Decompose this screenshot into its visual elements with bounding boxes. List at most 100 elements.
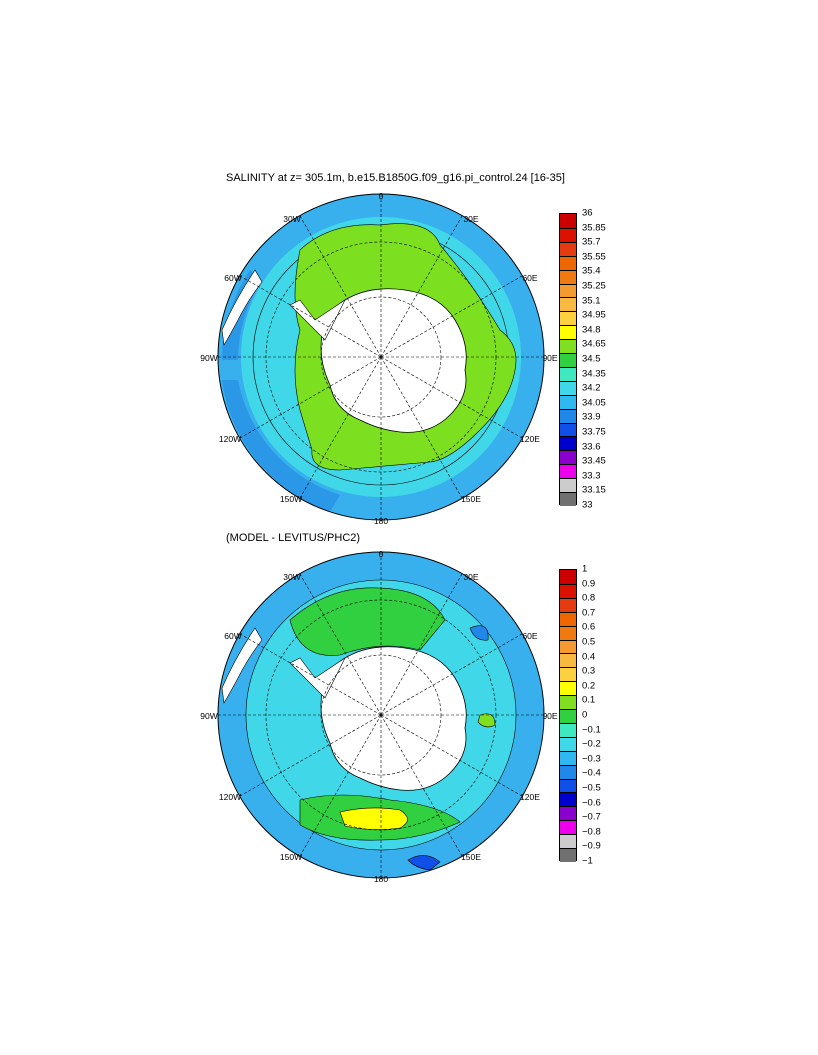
salinity-colorbar-swatch-13	[560, 394, 576, 409]
salinity-colorbar-label-16: 33.6	[582, 441, 601, 453]
difference-colorbar-label-2: 0.8	[582, 592, 596, 604]
lon-label-180: 180	[373, 516, 389, 526]
difference-colorbar-label-5: 0.5	[582, 636, 596, 648]
difference-colorbar-label-16: −0.6	[582, 797, 601, 809]
salinity-colorbar-swatch-15	[560, 422, 576, 437]
lon-label-120w-b: 120W	[218, 792, 242, 802]
difference-colorbar-label-8: 0.2	[582, 680, 596, 692]
difference-colorbar-swatch-7	[560, 667, 576, 682]
salinity-colorbar-label-17: 33.45	[582, 455, 606, 467]
lon-label-150w-b: 150W	[279, 852, 303, 862]
lon-label-150e-b: 150E	[461, 852, 481, 862]
salinity-colorbar-swatch-18	[560, 464, 576, 479]
lon-label-30e-b: 30E	[463, 572, 479, 582]
lon-label-90w: 90W	[200, 353, 218, 363]
salinity-colorbar-label-19: 33.15	[582, 484, 606, 496]
difference-colorbar-swatch-20	[560, 848, 576, 862]
lon-label-90w-b: 90W	[200, 711, 218, 721]
salinity-colorbar-swatch-9	[560, 339, 576, 354]
salinity-colorbar-label-15: 33.75	[582, 426, 606, 438]
difference-colorbar-swatch-18	[560, 820, 576, 835]
salinity-colorbar-label-20: 33	[582, 499, 593, 511]
salinity-colorbar-swatch-0	[560, 214, 576, 228]
difference-map	[217, 551, 545, 879]
difference-colorbar-swatch-16	[560, 792, 576, 807]
salinity-colorbar-label-13: 34.05	[582, 397, 606, 409]
difference-colorbar-label-20: −1	[582, 855, 593, 867]
difference-colorbar-swatch-15	[560, 778, 576, 793]
panel1-title: SALINITY at z= 305.1m, b.e15.B1850G.f09_…	[226, 172, 565, 184]
salinity-colorbar-swatch-11	[560, 366, 576, 381]
lon-label-0-b: 0	[378, 549, 384, 559]
lon-label-150w: 150W	[279, 494, 303, 504]
lon-label-30w: 30W	[283, 214, 301, 224]
salinity-colorbar-swatch-8	[560, 325, 576, 340]
salinity-colorbar-label-14: 33.9	[582, 411, 601, 423]
difference-colorbar-label-0: 1	[582, 563, 588, 575]
salinity-colorbar-label-0: 36	[582, 207, 593, 219]
salinity-colorbar-swatch-3	[560, 255, 576, 270]
salinity-colorbar-label-5: 35.25	[582, 280, 606, 292]
difference-colorbar	[559, 569, 577, 862]
difference-colorbar-swatch-1	[560, 583, 576, 598]
difference-colorbar-swatch-19	[560, 834, 576, 849]
lon-label-60e-b: 60E	[522, 631, 538, 641]
difference-colorbar-label-18: −0.8	[582, 826, 601, 838]
difference-colorbar-label-17: −0.7	[582, 811, 601, 823]
difference-colorbar-swatch-11	[560, 722, 576, 737]
salinity-colorbar-swatch-12	[560, 380, 576, 395]
lon-label-30e: 30E	[463, 214, 479, 224]
salinity-colorbar-swatch-17	[560, 450, 576, 465]
salinity-colorbar-label-9: 34.65	[582, 338, 606, 350]
difference-colorbar-label-7: 0.3	[582, 665, 596, 677]
difference-colorbar-label-9: 0.1	[582, 694, 596, 706]
panel2-title: (MODEL - LEVITUS/PHC2)	[226, 532, 361, 544]
lon-label-90e: 90E	[542, 353, 558, 363]
lon-label-120e: 120E	[520, 434, 540, 444]
salinity-colorbar-label-1: 35.85	[582, 222, 606, 234]
difference-colorbar-swatch-12	[560, 736, 576, 751]
difference-colorbar-label-10: 0	[582, 709, 588, 721]
salinity-colorbar-swatch-1	[560, 227, 576, 242]
salinity-colorbar-swatch-2	[560, 241, 576, 256]
lon-label-150e: 150E	[461, 494, 481, 504]
salinity-colorbar-swatch-10	[560, 353, 576, 367]
salinity-colorbar-swatch-20	[560, 492, 576, 506]
difference-colorbar-swatch-5	[560, 639, 576, 654]
lon-label-60e: 60E	[522, 273, 538, 283]
difference-colorbar-swatch-14	[560, 764, 576, 779]
difference-colorbar-swatch-17	[560, 806, 576, 821]
salinity-colorbar-label-4: 35.4	[582, 265, 601, 277]
salinity-colorbar-label-10: 34.5	[582, 353, 601, 365]
salinity-colorbar-swatch-14	[560, 408, 576, 423]
difference-colorbar-swatch-6	[560, 653, 576, 668]
lon-label-60w-b: 60W	[224, 631, 242, 641]
salinity-colorbar-swatch-5	[560, 283, 576, 298]
difference-colorbar-label-19: −0.9	[582, 840, 601, 852]
salinity-colorbar-label-8: 34.8	[582, 324, 601, 336]
difference-colorbar-label-3: 0.7	[582, 607, 596, 619]
salinity-colorbar-label-7: 34.95	[582, 309, 606, 321]
salinity-colorbar-label-2: 35.7	[582, 236, 601, 248]
difference-colorbar-swatch-10	[560, 709, 576, 723]
difference-colorbar-label-15: −0.5	[582, 782, 601, 794]
lon-label-120w: 120W	[218, 434, 242, 444]
difference-colorbar-label-14: −0.4	[582, 767, 601, 779]
difference-colorbar-label-11: −0.1	[582, 724, 601, 736]
difference-colorbar-swatch-9	[560, 695, 576, 710]
difference-colorbar-swatch-8	[560, 681, 576, 696]
salinity-colorbar-swatch-19	[560, 478, 576, 493]
salinity-colorbar-swatch-16	[560, 436, 576, 451]
salinity-colorbar-label-6: 35.1	[582, 295, 601, 307]
difference-colorbar-label-12: −0.2	[582, 738, 601, 750]
salinity-colorbar-swatch-4	[560, 269, 576, 284]
difference-colorbar-label-1: 0.9	[582, 578, 596, 590]
difference-colorbar-label-6: 0.4	[582, 651, 596, 663]
lon-label-60w: 60W	[224, 273, 242, 283]
difference-colorbar-swatch-0	[560, 570, 576, 584]
lon-label-90e-b: 90E	[542, 711, 558, 721]
salinity-colorbar-label-3: 35.55	[582, 251, 606, 263]
salinity-map	[217, 193, 545, 521]
difference-colorbar-swatch-3	[560, 611, 576, 626]
